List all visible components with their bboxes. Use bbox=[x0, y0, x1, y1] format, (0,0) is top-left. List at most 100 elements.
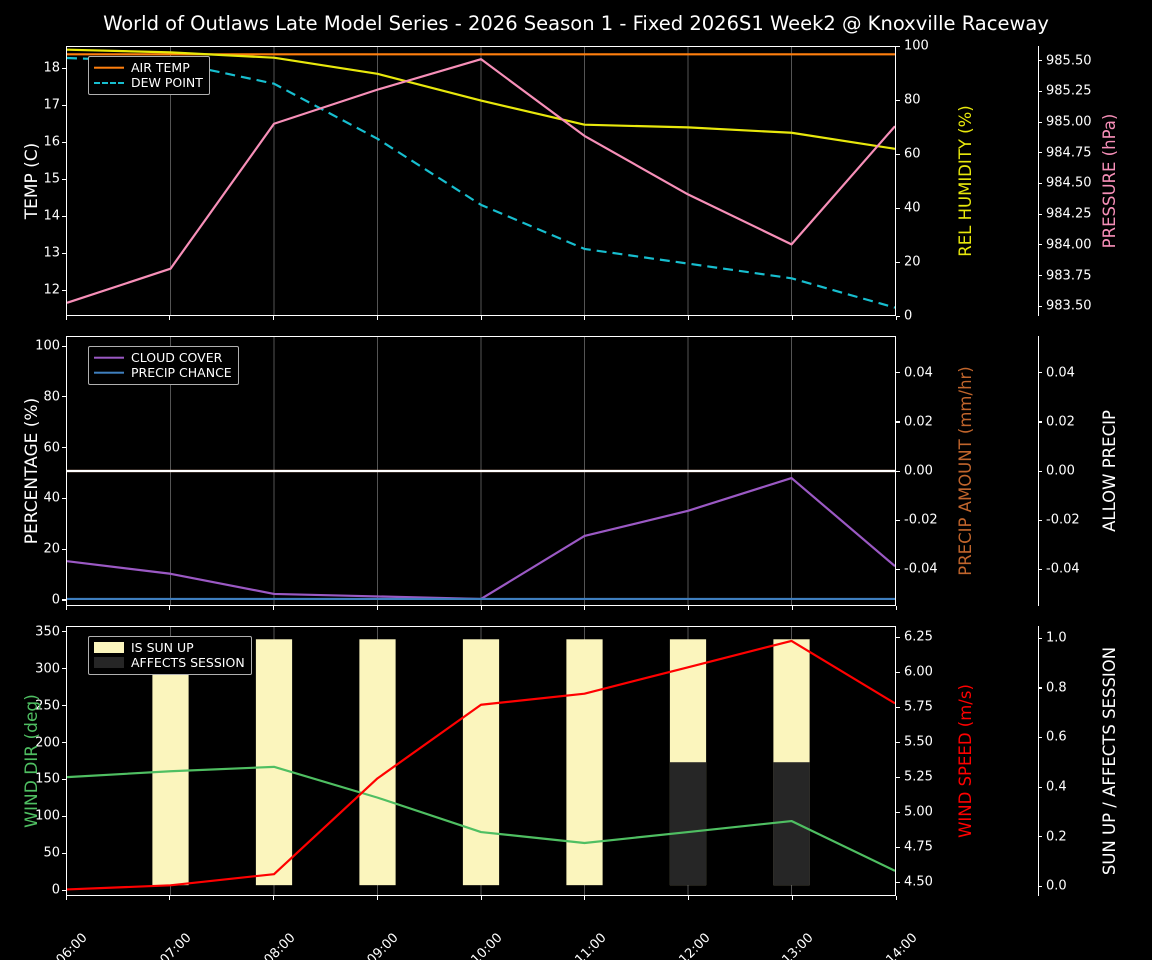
y-tick-label-left: 14 bbox=[43, 208, 60, 224]
legend-entry: CLOUD COVER bbox=[94, 350, 232, 365]
legend-line bbox=[94, 371, 124, 374]
x-tick-mark bbox=[169, 316, 171, 320]
y-tick-mark-right-1 bbox=[896, 741, 900, 743]
y-tick-mark-right-2 bbox=[1038, 568, 1042, 570]
y-tick-label-right-1: 5.75 bbox=[904, 699, 933, 715]
x-tick-mark bbox=[65, 316, 67, 320]
y-tick-label-left: 200 bbox=[35, 735, 60, 751]
y-tick-mark-right-1 bbox=[896, 706, 900, 708]
legend-label: PRECIP CHANCE bbox=[131, 365, 232, 380]
y-tick-label-right-2: 0.6 bbox=[1046, 729, 1067, 745]
y-tick-mark-left bbox=[62, 67, 66, 69]
y-tick-label-right-1: 5.25 bbox=[904, 769, 933, 785]
y-tick-mark-right-2 bbox=[1038, 182, 1042, 185]
y-tick-label-left: 15 bbox=[43, 171, 60, 187]
x-tick-mark bbox=[273, 316, 275, 320]
y-tick-label-left: 18 bbox=[43, 60, 60, 76]
y-tick-label-right-2: 984.00 bbox=[1046, 237, 1092, 253]
legend-label: AFFECTS SESSION bbox=[131, 655, 245, 670]
legend-patch bbox=[94, 657, 124, 668]
y-tick-mark-left bbox=[62, 668, 66, 670]
y-tick-mark-right-2 bbox=[1038, 152, 1042, 154]
y-tick-label-right-1: 0.02 bbox=[904, 414, 933, 430]
y-tick-label-right-1: 20 bbox=[904, 254, 921, 270]
x-tick-mark bbox=[791, 896, 793, 900]
legend-temperature-panel[interactable]: AIR TEMP DEW POINT bbox=[88, 56, 210, 95]
y-tick-label-right-2: 0.00 bbox=[1046, 463, 1075, 479]
wind-plot-area bbox=[67, 627, 895, 895]
x-tick-mark bbox=[480, 316, 482, 320]
y-tick-mark-right-1 bbox=[896, 207, 900, 209]
y-tick-mark-right-2 bbox=[1038, 786, 1042, 788]
y-tick-label-right-2: -0.02 bbox=[1046, 512, 1080, 528]
y-tick-mark-right-2 bbox=[1038, 836, 1042, 838]
y-tick-mark-right-1 bbox=[896, 99, 900, 101]
y-tick-mark-right-1 bbox=[896, 776, 900, 778]
legend-entry: IS SUN UP bbox=[94, 640, 245, 655]
bar-affects-session bbox=[669, 762, 707, 886]
y-tick-mark-right-2 bbox=[1038, 372, 1042, 374]
y-tick-mark-right-2 bbox=[1038, 736, 1042, 739]
y-tick-mark-right-2 bbox=[1038, 885, 1042, 887]
y-tick-mark-right-1 bbox=[896, 45, 900, 47]
y-tick-label-right-1: 0 bbox=[904, 308, 913, 324]
x-tick-mark bbox=[584, 606, 586, 610]
bar-is-sun-up bbox=[462, 639, 500, 886]
y-tick-mark-right-1 bbox=[896, 421, 900, 423]
series-line-wind-dir bbox=[67, 765, 895, 872]
x-tick-mark bbox=[65, 606, 67, 610]
x-tick-mark bbox=[791, 606, 793, 610]
y-tick-label-left: 0 bbox=[51, 882, 60, 898]
y-tick-mark-left bbox=[62, 289, 66, 291]
y-axis-label-left: TEMP (C) bbox=[22, 142, 42, 220]
y-tick-label-right-1: 4.50 bbox=[904, 874, 933, 890]
x-tick-mark bbox=[65, 896, 67, 900]
x-tick-label: 14:00 bbox=[883, 930, 921, 960]
y-tick-mark-right-2 bbox=[1038, 305, 1042, 307]
y-tick-label-right-2: 985.50 bbox=[1046, 53, 1092, 69]
y-axis-label-right-1: PRECIP AMOUNT (mm/hr) bbox=[956, 366, 975, 576]
legend-wind-panel[interactable]: IS SUN UP AFFECTS SESSION bbox=[88, 636, 252, 675]
legend-swatch bbox=[94, 641, 124, 654]
x-tick-mark bbox=[688, 316, 690, 320]
y-tick-label-right-1: 0.00 bbox=[904, 463, 933, 479]
legend-precipitation-panel[interactable]: CLOUD COVER PRECIP CHANCE bbox=[88, 346, 239, 385]
y-tick-label-right-1: 6.00 bbox=[904, 664, 933, 680]
x-tick-mark bbox=[273, 896, 275, 900]
y-tick-label-right-1: -0.04 bbox=[904, 561, 938, 577]
legend-label: DEW POINT bbox=[131, 75, 203, 90]
x-tick-mark bbox=[480, 896, 482, 900]
y-tick-label-right-2: 984.25 bbox=[1046, 206, 1092, 222]
x-tick-label: 11:00 bbox=[572, 930, 610, 960]
y-tick-label-right-2: 0.2 bbox=[1046, 829, 1067, 845]
x-tick-mark bbox=[895, 896, 897, 900]
legend-label: CLOUD COVER bbox=[131, 350, 223, 365]
secondary-right-spine bbox=[1038, 626, 1040, 896]
series-line-dew-point bbox=[67, 56, 895, 309]
legend-patch bbox=[94, 642, 124, 653]
y-tick-mark-left bbox=[62, 815, 66, 817]
legend-swatch bbox=[94, 76, 124, 89]
y-tick-label-left: 60 bbox=[43, 440, 60, 456]
series-line-pressure bbox=[67, 58, 895, 304]
y-tick-label-left: 12 bbox=[43, 282, 60, 298]
y-tick-mark-right-1 bbox=[896, 315, 900, 317]
x-tick-mark bbox=[688, 606, 690, 610]
y-tick-label-left: 40 bbox=[43, 490, 60, 506]
y-tick-mark-right-2 bbox=[1038, 637, 1042, 639]
y-tick-mark-right-1 bbox=[896, 846, 900, 848]
y-tick-label-right-1: 5.00 bbox=[904, 804, 933, 820]
y-axis-label-left: WIND DIR (deg) bbox=[22, 694, 42, 828]
y-tick-mark-right-2 bbox=[1038, 470, 1042, 472]
x-tick-mark bbox=[376, 316, 378, 320]
y-tick-label-left: 17 bbox=[43, 97, 60, 113]
x-tick-mark bbox=[895, 606, 897, 610]
x-tick-mark bbox=[376, 606, 378, 610]
x-tick-mark bbox=[480, 606, 482, 610]
y-axis-label-right-2: ALLOW PRECIP bbox=[1100, 410, 1119, 532]
bar-affects-session bbox=[773, 762, 810, 886]
y-tick-label-left: 50 bbox=[43, 845, 60, 861]
y-tick-label-right-2: 0.0 bbox=[1046, 878, 1067, 894]
x-tick-label: 09:00 bbox=[364, 930, 402, 960]
precipitation-plot-area bbox=[67, 337, 895, 605]
